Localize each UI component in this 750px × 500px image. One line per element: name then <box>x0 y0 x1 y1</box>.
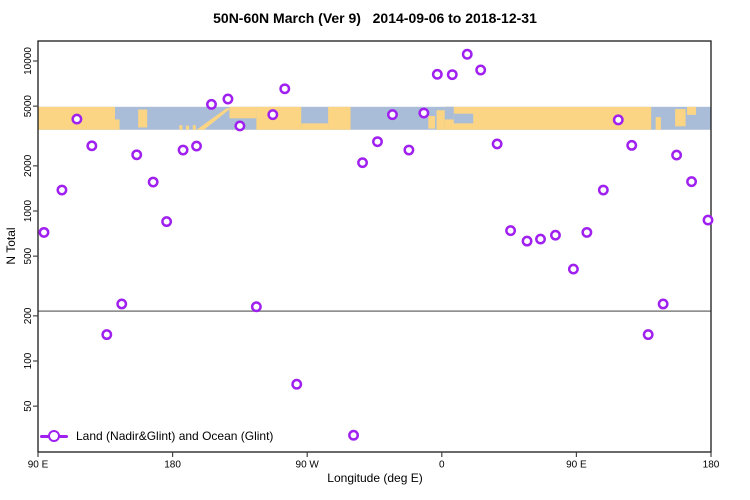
x-tick-label: 180 <box>703 460 720 471</box>
map-band-land <box>115 119 120 130</box>
data-point <box>71 113 83 125</box>
data-point <box>222 93 234 105</box>
y-tick-label: 2000 <box>23 154 34 177</box>
y-tick-label: 500 <box>23 247 34 264</box>
map-band-land <box>328 106 351 130</box>
data-point <box>86 140 98 152</box>
map-band-land <box>256 106 302 130</box>
data-point <box>431 68 443 80</box>
data-point <box>206 98 217 110</box>
y-tick-label: 100 <box>23 352 34 369</box>
x-tick-label: 90 W <box>296 460 320 471</box>
data-point <box>234 120 246 132</box>
map-band <box>38 106 711 130</box>
data-point <box>191 140 202 152</box>
data-point <box>521 235 533 247</box>
data-point <box>612 114 624 126</box>
data-point <box>267 109 279 121</box>
data-point <box>671 149 683 161</box>
y-tick-label: 200 <box>23 307 34 324</box>
data-point <box>348 429 360 441</box>
data-point <box>147 176 159 188</box>
data-point <box>581 226 593 238</box>
x-tick-label: 90 E <box>28 460 49 471</box>
data-point <box>131 149 143 161</box>
data-point <box>418 107 430 119</box>
data-point <box>101 329 113 341</box>
legend-marker-icon <box>40 428 68 444</box>
data-point <box>357 157 368 169</box>
map-band-land <box>428 115 436 129</box>
map-band-land <box>687 106 697 115</box>
data-point <box>372 136 383 148</box>
data-point <box>702 214 714 226</box>
data-point <box>657 298 669 310</box>
data-point <box>386 109 398 121</box>
legend: Land (Nadir&Glint) and Ocean (Glint) <box>40 428 273 444</box>
data-point <box>626 139 638 151</box>
map-band-land <box>436 110 445 130</box>
x-axis-label: Longitude (deg E) <box>327 471 423 485</box>
map-band-land <box>655 117 661 130</box>
map-band-land <box>675 109 686 127</box>
data-point <box>116 298 128 310</box>
data-point <box>550 229 561 241</box>
data-point <box>475 64 487 76</box>
data-point <box>279 83 291 95</box>
data-point <box>535 233 546 245</box>
data-point <box>491 138 503 150</box>
y-tick-label: 1000 <box>23 199 34 222</box>
map-band-land <box>192 125 196 130</box>
map-band-land <box>444 106 652 130</box>
map-band-land <box>301 123 329 130</box>
plot-border <box>37 40 712 453</box>
data-point <box>567 263 579 275</box>
data-point <box>446 69 458 81</box>
map-band-land <box>186 125 190 130</box>
y-axis-label: N Total <box>4 227 18 265</box>
data-point <box>250 301 262 313</box>
legend-label: Land (Nadir&Glint) and Ocean (Glint) <box>76 429 274 443</box>
y-tick-label: 5000 <box>23 95 34 118</box>
data-point <box>597 184 609 196</box>
data-point <box>177 144 189 156</box>
data-point <box>642 329 654 341</box>
data-point <box>461 48 473 60</box>
map-band-sea <box>444 106 454 120</box>
x-tick-label: 0 <box>439 460 445 471</box>
data-point <box>686 176 698 188</box>
map-band-land <box>196 108 231 130</box>
x-tick-label: 180 <box>164 460 181 471</box>
data-point <box>56 184 68 196</box>
map-band-sea <box>453 113 474 124</box>
data-point <box>161 216 173 228</box>
map-band-land <box>179 125 183 130</box>
data-point <box>291 378 303 390</box>
data-point <box>403 144 415 156</box>
x-tick-label: 90 E <box>566 460 587 471</box>
data-point <box>505 225 517 237</box>
data-point <box>38 226 50 238</box>
map-band-land <box>138 109 148 128</box>
map-band-land <box>229 106 257 119</box>
y-tick-label: 50 <box>23 400 34 412</box>
chart-title: 50N-60N March (Ver 9) 2014-09-06 to 2018… <box>213 10 537 26</box>
y-tick-label: 10000 <box>23 47 34 75</box>
